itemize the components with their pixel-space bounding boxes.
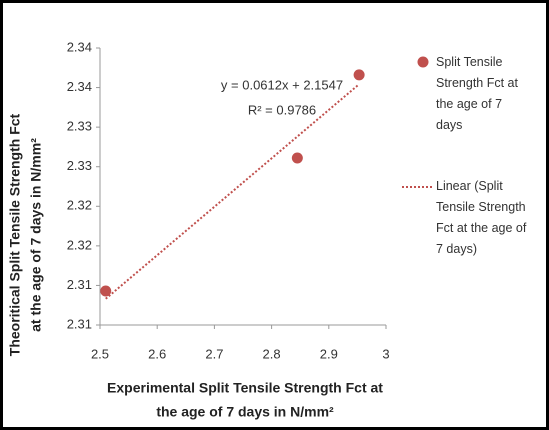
legend-marker — [417, 56, 429, 68]
x-tick-label: 2.6 — [148, 346, 166, 361]
y-tick-label: 2.34 — [67, 39, 92, 54]
x-tick-label: 2.5 — [91, 346, 109, 361]
trendline-r-squared: R² = 0.9786 — [248, 102, 316, 117]
data-point — [100, 285, 112, 297]
y-tick-label: 2.32 — [67, 198, 92, 213]
y-axis-title: Theoritical Split Tensile Strength Fct — [7, 113, 23, 356]
y-axis-title: at the age of 7 days in N/mm² — [28, 138, 44, 332]
y-tick-label: 2.32 — [67, 237, 92, 252]
y-tick-label: 2.33 — [67, 119, 92, 134]
x-axis-title: Experimental Split Tensile Strength Fct … — [107, 380, 383, 396]
legend-trendline-label: Linear (Split Tensile Strength Fct at th… — [436, 179, 527, 256]
y-tick-label: 2.31 — [67, 277, 92, 292]
y-tick-label: 2.34 — [67, 79, 92, 94]
legend-series-label: Split Tensile Strength Fct at the age of… — [436, 55, 518, 132]
data-point — [353, 69, 365, 81]
y-tick-label: 2.31 — [67, 316, 92, 331]
trendline-equation: y = 0.0612x + 2.1547 — [221, 77, 343, 92]
x-tick-label: 2.8 — [263, 346, 281, 361]
x-axis-title: the age of 7 days in N/mm² — [156, 404, 334, 420]
x-tick-label: 2.9 — [320, 346, 338, 361]
x-tick-label: 2.7 — [205, 346, 223, 361]
x-tick-label: 3 — [382, 346, 389, 361]
y-tick-label: 2.33 — [67, 158, 92, 173]
data-point — [291, 152, 303, 164]
trendline — [105, 83, 360, 300]
